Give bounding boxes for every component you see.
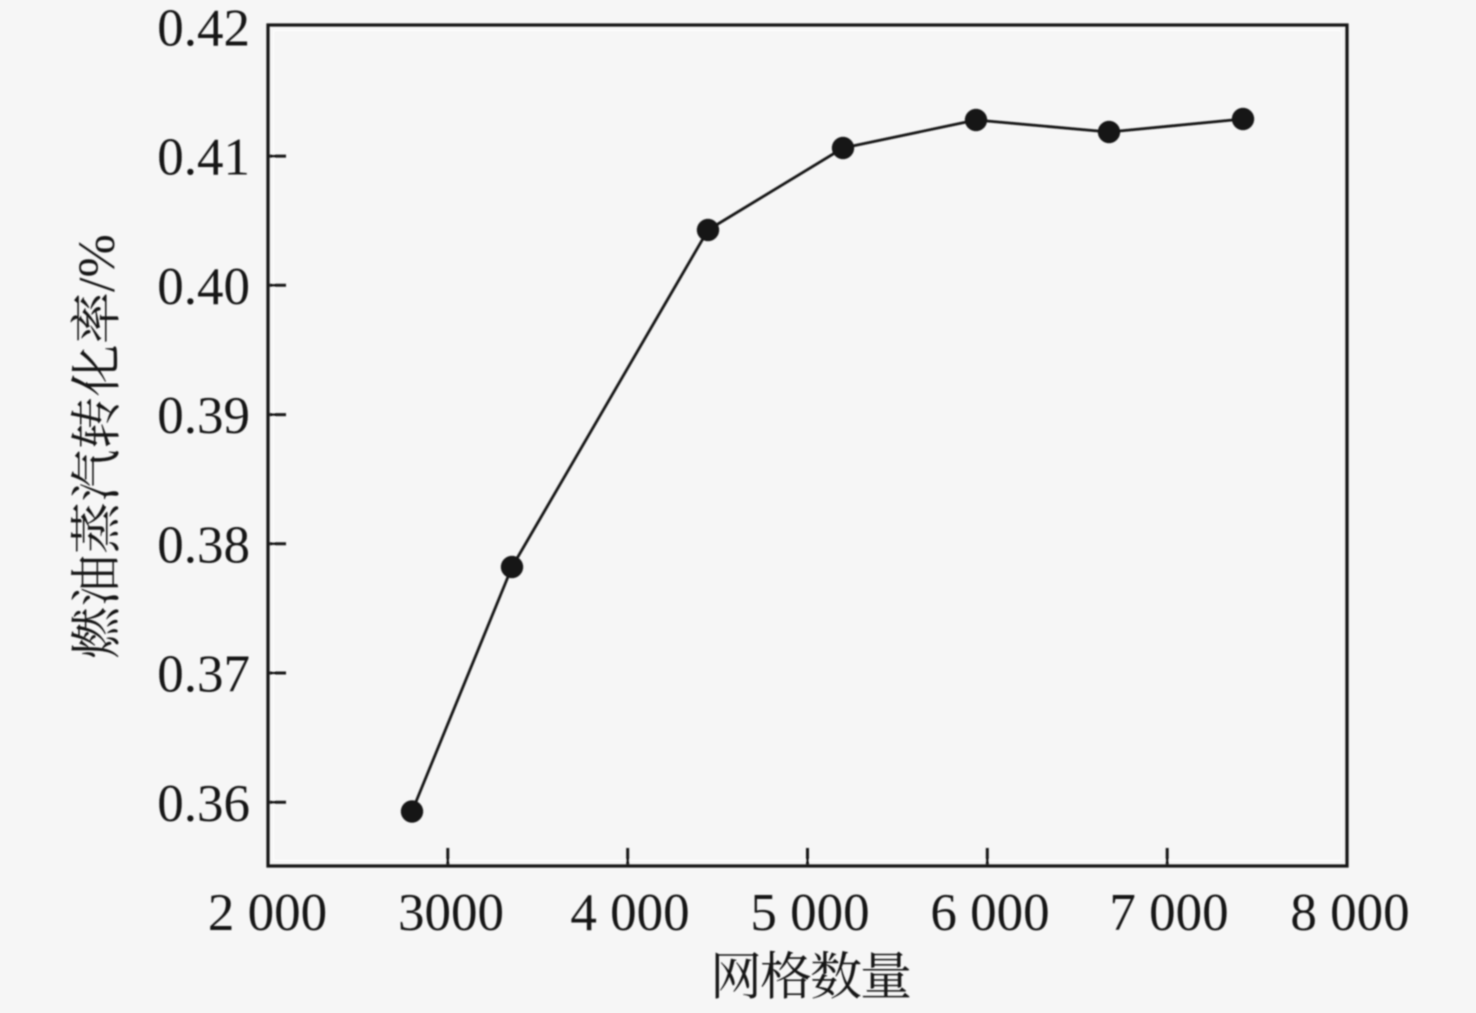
svg-text:3000: 3000: [398, 884, 504, 942]
svg-text:2 000: 2 000: [208, 884, 327, 942]
svg-text:0.39: 0.39: [157, 387, 250, 445]
svg-text:8 000: 8 000: [1290, 884, 1409, 942]
svg-text:0.40: 0.40: [157, 258, 250, 316]
svg-text:0.38: 0.38: [157, 516, 250, 574]
svg-text:/%: /%: [69, 234, 126, 292]
svg-text:6 000: 6 000: [930, 884, 1049, 942]
svg-text:0.37: 0.37: [157, 646, 250, 704]
svg-text:7 000: 7 000: [1109, 884, 1228, 942]
svg-text:0.41: 0.41: [157, 129, 250, 187]
svg-text:0.42: 0.42: [157, 0, 250, 57]
svg-text:5 000: 5 000: [750, 884, 869, 942]
svg-text:0.36: 0.36: [157, 775, 250, 833]
svg-text:4 000: 4 000: [570, 884, 689, 942]
